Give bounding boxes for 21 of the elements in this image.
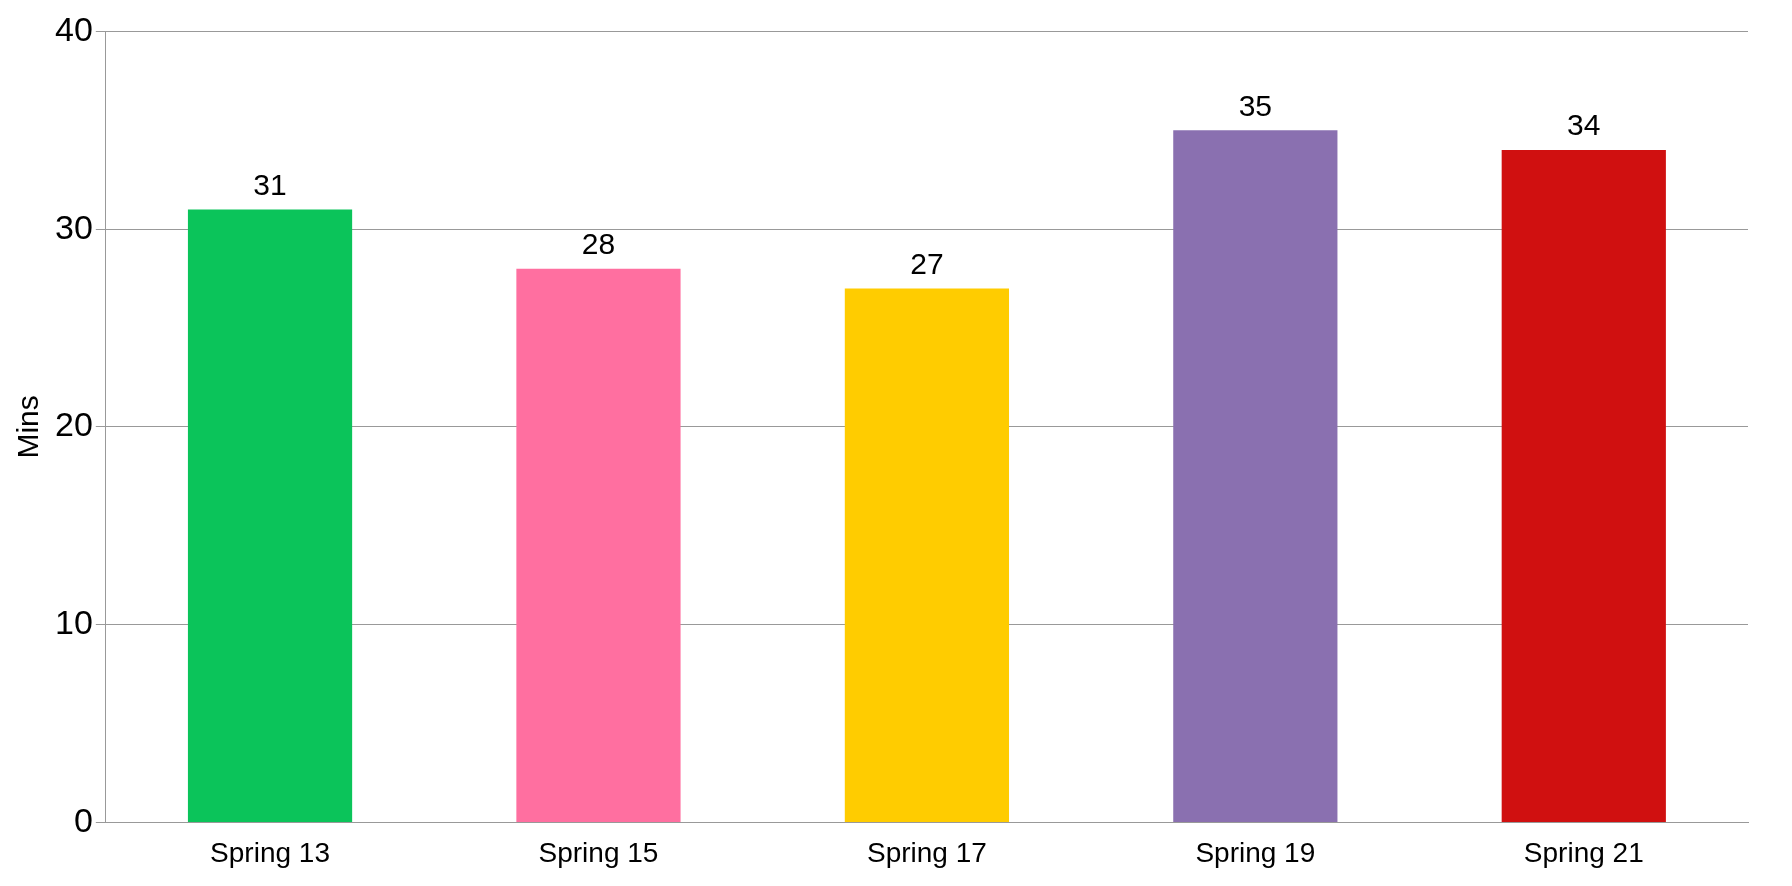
data-label: 35: [1238, 88, 1273, 122]
y-tick-label: 20: [54, 405, 93, 444]
x-tick-label: Spring 15: [538, 836, 659, 868]
bar: [187, 209, 353, 822]
data-label: 27: [910, 246, 944, 280]
data-label: 28: [581, 226, 616, 260]
x-tick-label: Spring 17: [866, 836, 987, 868]
y-axis-title: Mins: [11, 395, 45, 459]
y-tick-label: 30: [54, 207, 93, 246]
bar: [1501, 150, 1666, 822]
data-label: 31: [253, 167, 287, 201]
x-tick-label: Spring 19: [1195, 836, 1316, 868]
y-tick-label: 40: [54, 9, 93, 48]
bar: [844, 288, 1010, 822]
bar: [1173, 130, 1338, 822]
x-tick-label: Spring 21: [1523, 836, 1644, 868]
bar: [516, 268, 681, 822]
y-tick-label: 10: [54, 603, 93, 642]
x-tick-label: Spring 13: [210, 836, 330, 868]
y-tick-label: 0: [73, 800, 93, 839]
data-label: 34: [1567, 108, 1601, 142]
